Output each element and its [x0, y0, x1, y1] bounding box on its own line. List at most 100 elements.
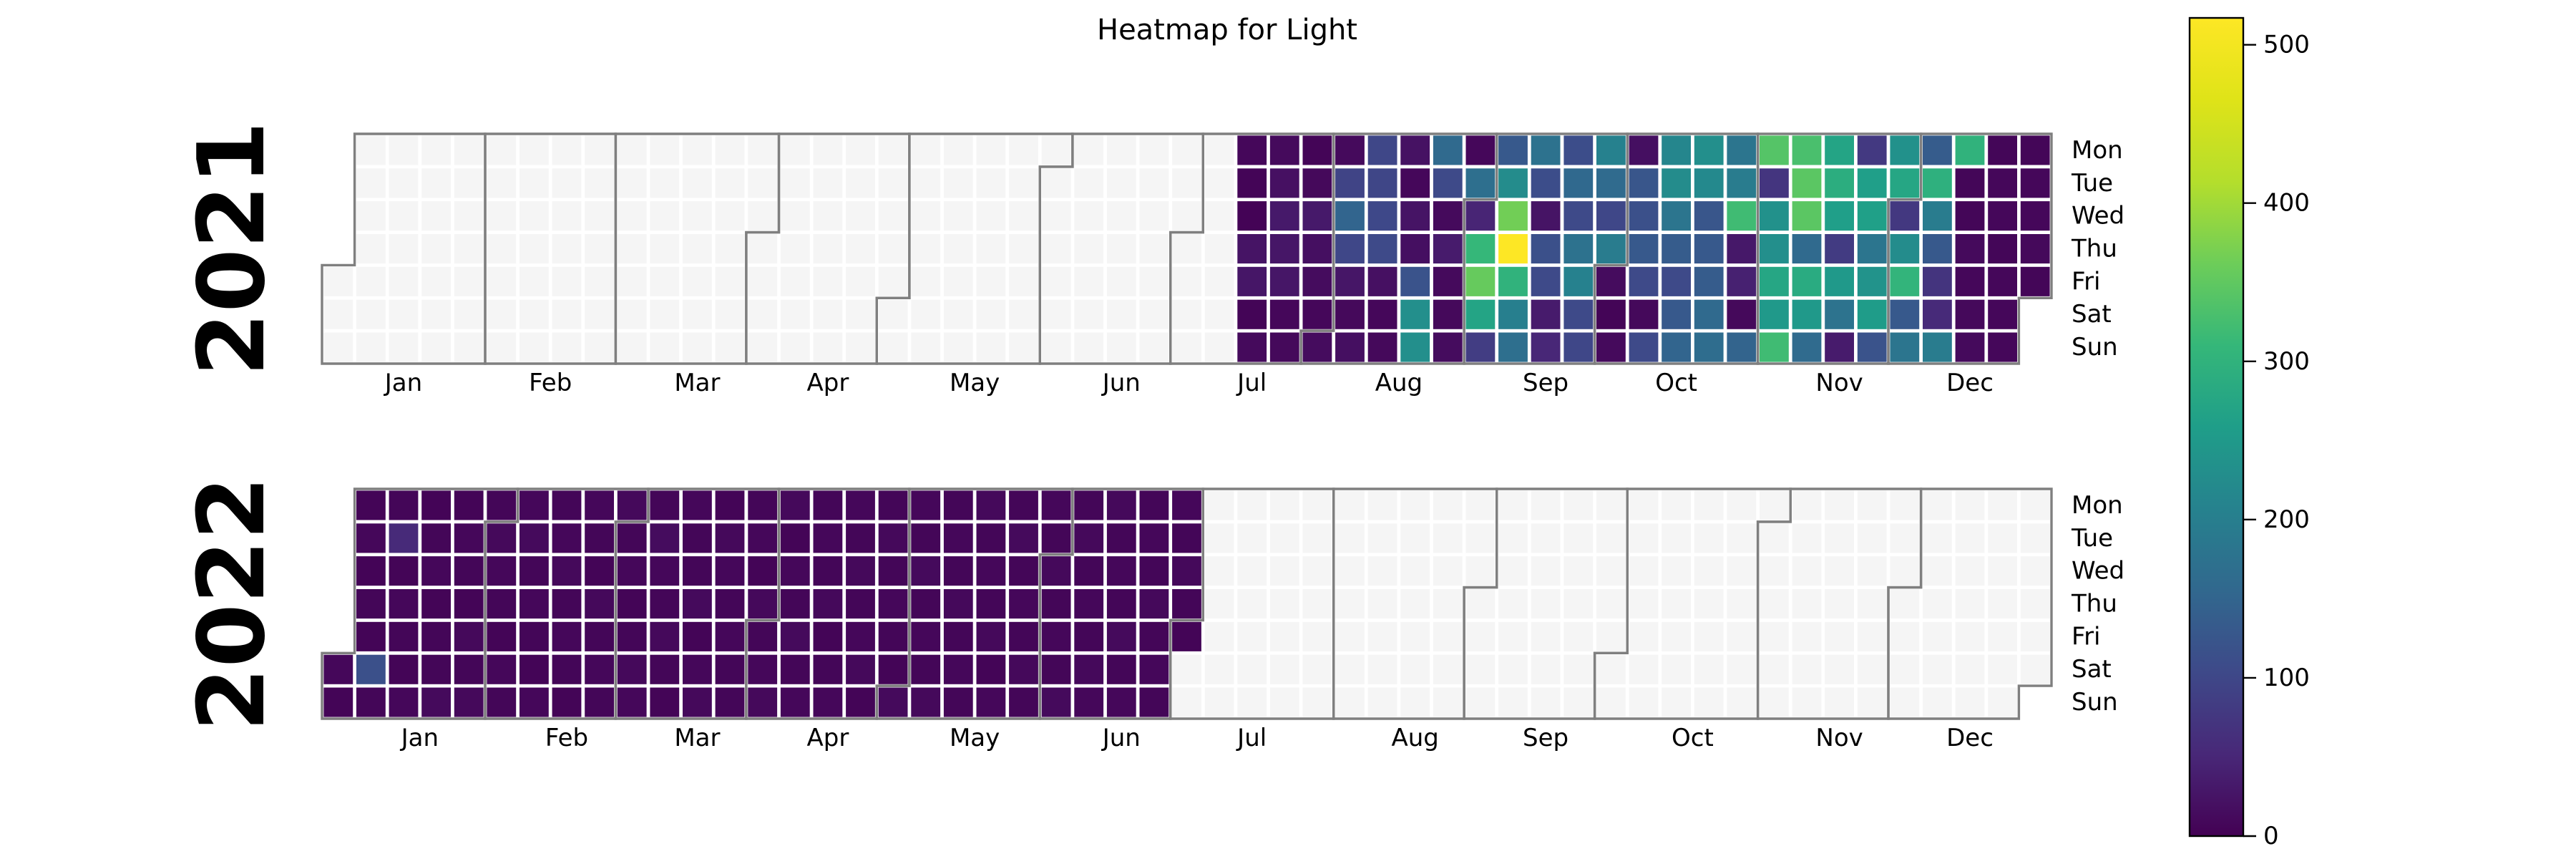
- day-cell: [1335, 168, 1365, 198]
- day-cell: [1857, 234, 1887, 264]
- day-cell: [1923, 266, 1952, 296]
- day-cell: [976, 135, 1006, 165]
- day-cell: [1269, 523, 1299, 553]
- day-cell: [487, 654, 517, 684]
- day-cell: [715, 556, 745, 586]
- day-cell: [878, 266, 908, 296]
- day-cell: [552, 168, 582, 198]
- day-cell: [650, 523, 680, 553]
- day-cell: [421, 654, 451, 684]
- day-cell: [1172, 332, 1201, 362]
- day-cell: [1498, 168, 1528, 198]
- day-cell: [1857, 332, 1887, 362]
- day-cell: [1596, 201, 1626, 231]
- day-cell: [943, 523, 973, 553]
- day-cell: [1302, 201, 1332, 231]
- day-cell: [878, 654, 908, 684]
- day-cell: [780, 490, 810, 520]
- day-cell: [1106, 332, 1136, 362]
- day-cell: [1139, 234, 1169, 264]
- month-label-Oct: Oct: [1672, 724, 1714, 752]
- colorbar-tick-label: 200: [2263, 505, 2310, 534]
- day-cell: [1988, 266, 2017, 296]
- day-cell: [1694, 332, 1724, 362]
- day-cell: [1204, 687, 1234, 717]
- day-cell: [1269, 687, 1299, 717]
- day-cell: [1204, 621, 1234, 651]
- day-cell: [1988, 234, 2017, 264]
- day-cell: [1792, 135, 1822, 165]
- day-cell: [1563, 299, 1594, 329]
- day-cell: [715, 589, 745, 619]
- day-cell: [519, 234, 549, 264]
- day-cell: [715, 523, 745, 553]
- day-cell: [585, 523, 614, 553]
- colorbar-tick-label: 500: [2263, 31, 2310, 59]
- day-cell: [1302, 168, 1332, 198]
- day-cell: [1400, 654, 1430, 684]
- day-cell: [878, 234, 908, 264]
- day-cell: [683, 654, 712, 684]
- day-cell: [1498, 523, 1528, 553]
- day-cell: [585, 266, 614, 296]
- day-cell: [1596, 168, 1626, 198]
- day-cell: [1433, 621, 1463, 651]
- month-label-Mar: Mar: [674, 369, 720, 397]
- day-cell: [1890, 621, 1920, 651]
- day-cell: [1335, 556, 1365, 586]
- day-cell: [715, 135, 745, 165]
- day-cell: [454, 201, 484, 231]
- day-cell: [487, 135, 517, 165]
- day-cell: [1955, 168, 1985, 198]
- day-cell: [1009, 523, 1038, 553]
- day-cell: [1792, 201, 1822, 231]
- day-cell: [1662, 168, 1691, 198]
- day-cell: [519, 299, 549, 329]
- day-cell: [650, 490, 680, 520]
- day-cell: [1009, 687, 1038, 717]
- day-cell: [878, 332, 908, 362]
- day-cell: [715, 234, 745, 264]
- day-cell: [911, 621, 941, 651]
- day-cell: [846, 135, 875, 165]
- day-cell: [1531, 621, 1561, 651]
- day-cell: [1760, 168, 1789, 198]
- day-cell: [1760, 234, 1789, 264]
- day-cell: [1563, 523, 1594, 553]
- day-cell: [552, 589, 582, 619]
- year-label-2021: 2021: [179, 121, 286, 376]
- day-cell: [1923, 621, 1952, 651]
- day-cell: [454, 556, 484, 586]
- day-cell: [389, 234, 419, 264]
- day-cell: [1302, 332, 1332, 362]
- day-cell: [813, 490, 843, 520]
- day-cell: [1662, 556, 1691, 586]
- day-cell: [519, 490, 549, 520]
- day-cell: [650, 299, 680, 329]
- day-cell: [1694, 168, 1724, 198]
- day-cell: [1009, 556, 1038, 586]
- day-cell: [1400, 490, 1430, 520]
- day-cell: [1563, 332, 1594, 362]
- day-cell: [748, 234, 778, 264]
- day-cell: [1302, 556, 1332, 586]
- day-cell: [846, 168, 875, 198]
- day-cell: [878, 589, 908, 619]
- day-cell: [1955, 556, 1985, 586]
- day-cell: [617, 332, 647, 362]
- day-cell: [1106, 201, 1136, 231]
- day-cell: [1041, 234, 1071, 264]
- day-cell: [846, 621, 875, 651]
- day-cell: [1694, 299, 1724, 329]
- month-label-Nov: Nov: [1815, 369, 1863, 397]
- day-cell: [1694, 201, 1724, 231]
- day-cell: [1302, 266, 1332, 296]
- day-cell: [1563, 266, 1594, 296]
- day-cell: [911, 234, 941, 264]
- day-cell: [1825, 299, 1854, 329]
- day-cell: [1302, 687, 1332, 717]
- day-cell: [2020, 556, 2050, 586]
- day-cell: [1825, 234, 1854, 264]
- day-cell: [813, 621, 843, 651]
- day-cell: [487, 687, 517, 717]
